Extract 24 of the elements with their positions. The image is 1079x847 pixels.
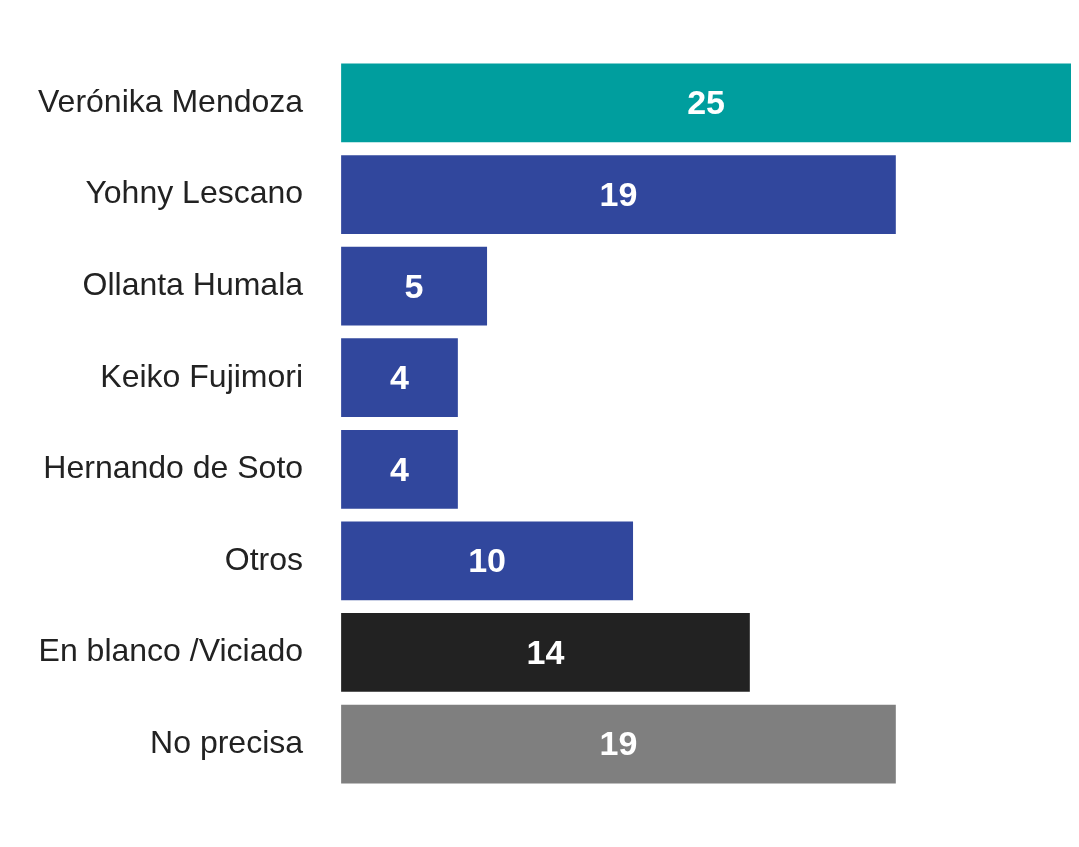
y-tick-label: Otros bbox=[224, 540, 304, 577]
data-label: 10 bbox=[468, 541, 506, 580]
data-label: 19 bbox=[599, 724, 638, 763]
y-tick-label: Verónika Mendoza bbox=[38, 82, 304, 119]
bar bbox=[341, 63, 1071, 143]
bar bbox=[341, 155, 896, 234]
y-tick-label: En blanco /Viciado bbox=[38, 632, 304, 669]
y-tick-label: Ollanta Humala bbox=[82, 265, 304, 302]
data-label: 5 bbox=[404, 266, 424, 305]
bar bbox=[341, 613, 750, 692]
data-label: 4 bbox=[390, 358, 409, 397]
y-tick-label: No precisa bbox=[150, 723, 304, 760]
bar bbox=[341, 429, 458, 509]
bar bbox=[341, 338, 458, 418]
bar bbox=[341, 246, 488, 326]
y-tick-label: Keiko Fujimori bbox=[100, 357, 304, 394]
bar bbox=[341, 521, 634, 601]
data-label: 4 bbox=[390, 449, 409, 488]
data-label: 25 bbox=[687, 83, 725, 122]
data-label: 14 bbox=[526, 632, 565, 671]
bar bbox=[341, 704, 896, 784]
y-tick-label: Hernando de Soto bbox=[43, 449, 304, 486]
data-label: 19 bbox=[599, 174, 638, 213]
y-tick-label: Yohny Lescano bbox=[85, 174, 304, 211]
